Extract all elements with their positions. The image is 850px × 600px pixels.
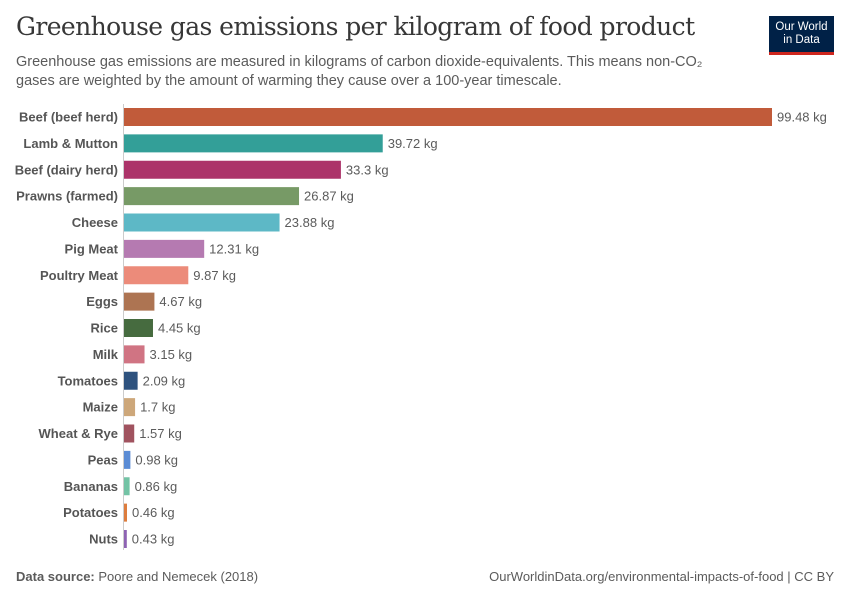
bar[interactable] xyxy=(124,424,135,443)
data-source: Data source: Poore and Nemecek (2018) xyxy=(16,569,258,584)
chart-subtitle: Greenhouse gas emissions are measured in… xyxy=(16,54,703,89)
value-label: 26.87 kg xyxy=(304,189,354,204)
bar[interactable] xyxy=(124,450,131,469)
bar[interactable] xyxy=(124,266,189,285)
category-label: Tomatoes xyxy=(58,373,118,388)
category-label: Wheat & Rye xyxy=(39,426,118,441)
category-label: Maize xyxy=(83,400,118,415)
bar[interactable] xyxy=(124,371,138,390)
bar[interactable] xyxy=(124,187,300,206)
bar[interactable] xyxy=(124,319,153,337)
category-label: Rice xyxy=(91,321,118,336)
category-label: Pig Meat xyxy=(65,241,119,256)
value-label: 2.09 kg xyxy=(143,373,186,388)
category-label: Poultry Meat xyxy=(40,268,119,283)
value-label: 23.88 kg xyxy=(285,215,335,230)
logo-line-1: Our World xyxy=(775,21,828,33)
chart-title: Greenhouse gas emissions per kilogram of… xyxy=(16,12,695,41)
bar[interactable] xyxy=(124,345,145,364)
category-label: Milk xyxy=(93,347,119,362)
category-label: Peas xyxy=(88,452,118,467)
category-label: Bananas xyxy=(64,479,118,494)
source-url[interactable]: OurWorldinData.org/environmental-impacts… xyxy=(489,569,834,584)
bar[interactable] xyxy=(124,134,383,153)
bar[interactable] xyxy=(124,477,130,496)
bar[interactable] xyxy=(124,503,127,522)
owid-logo[interactable]: Our World in Data xyxy=(769,16,834,55)
bar[interactable] xyxy=(124,108,772,126)
value-label: 39.72 kg xyxy=(388,136,438,151)
value-label: 99.48 kg xyxy=(777,110,827,125)
bar[interactable] xyxy=(124,213,280,232)
category-label: Eggs xyxy=(86,294,118,309)
value-label: 9.87 kg xyxy=(193,268,236,283)
category-label: Beef (dairy herd) xyxy=(15,162,118,177)
category-label: Beef (beef herd) xyxy=(19,110,118,125)
value-label: 4.67 kg xyxy=(159,294,202,309)
category-label: Cheese xyxy=(72,215,118,230)
bar[interactable] xyxy=(124,160,341,179)
value-label: 0.86 kg xyxy=(135,479,178,494)
value-label: 33.3 kg xyxy=(346,162,389,177)
value-label: 4.45 kg xyxy=(158,321,201,336)
value-label: 0.98 kg xyxy=(135,452,178,467)
category-label: Nuts xyxy=(89,532,118,547)
bar[interactable] xyxy=(124,292,155,311)
value-label: 1.7 kg xyxy=(140,400,175,415)
value-label: 12.31 kg xyxy=(209,241,259,256)
value-label: 0.46 kg xyxy=(132,505,175,520)
bar[interactable] xyxy=(124,398,136,417)
value-label: 0.43 kg xyxy=(132,532,175,547)
category-label: Potatoes xyxy=(63,505,118,520)
bar[interactable] xyxy=(124,239,205,258)
data-source-label: Data source: xyxy=(16,569,95,584)
value-label: 3.15 kg xyxy=(150,347,193,362)
category-label: Lamb & Mutton xyxy=(23,136,118,151)
data-source-text: Poore and Nemecek (2018) xyxy=(98,569,259,584)
logo-line-2: in Data xyxy=(783,34,820,46)
value-label: 1.57 kg xyxy=(139,426,182,441)
category-label: Prawns (farmed) xyxy=(16,189,118,204)
bar[interactable] xyxy=(124,530,127,548)
